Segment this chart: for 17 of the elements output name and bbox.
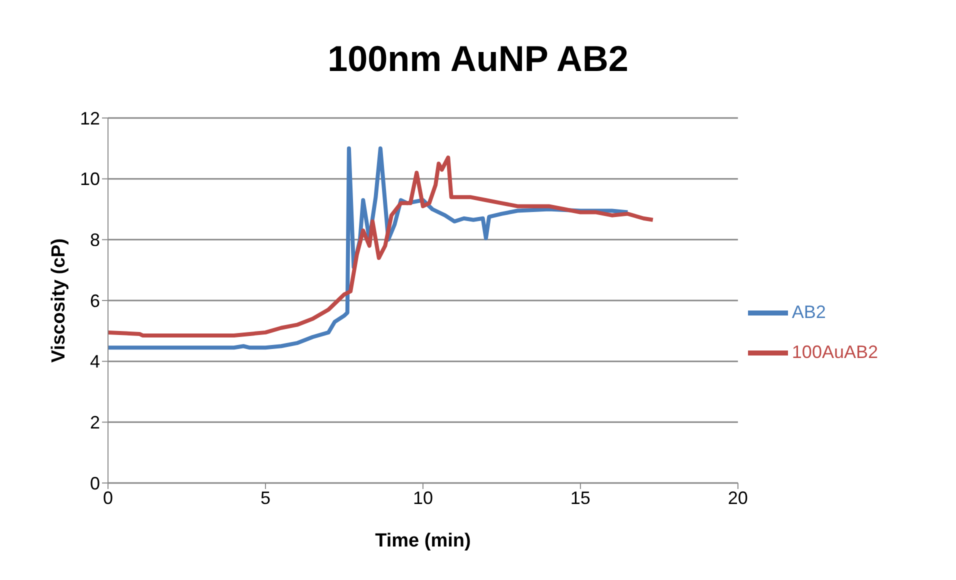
y-tick-label: 10 [80, 169, 100, 190]
y-tick-label: 0 [90, 473, 100, 494]
x-tick-label: 0 [102, 488, 114, 508]
x-tick-label: 20 [728, 488, 748, 508]
x-tick-label: 5 [260, 488, 270, 508]
y-tick-label: 8 [90, 230, 100, 250]
y-tick-label: 2 [90, 412, 100, 433]
chart-title: 100nm AuNP AB2 [326, 37, 630, 81]
y-axis-title: Viscosity (cP) [48, 238, 70, 363]
legend-label: 100AuAB2 [792, 342, 878, 362]
y-tick-label: 12 [80, 108, 100, 128]
legend-label: AB2 [792, 302, 826, 322]
x-axis-title: Time (min) [375, 530, 471, 552]
x-tick-label: 15 [570, 488, 590, 508]
y-tick-label: 4 [90, 352, 100, 372]
y-tick-label: 6 [90, 290, 100, 311]
x-tick-label: 10 [412, 488, 433, 508]
